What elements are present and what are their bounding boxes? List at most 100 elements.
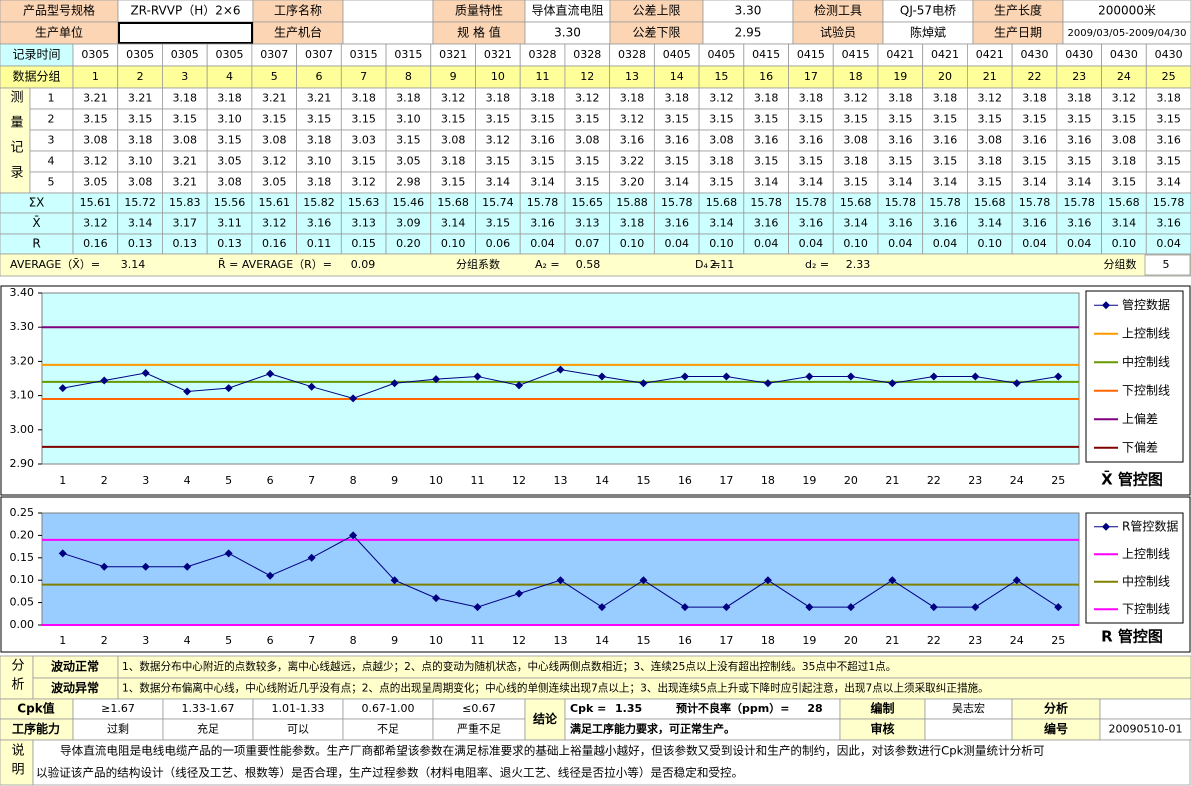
cell-text: 3.15 bbox=[575, 176, 600, 189]
cell-text: 15.74 bbox=[482, 196, 514, 209]
cell-text: 3.14 bbox=[1022, 176, 1047, 189]
value-cell bbox=[924, 718, 1013, 741]
cell-text: 3.14 bbox=[1112, 217, 1137, 230]
x-tick-label: 6 bbox=[267, 634, 274, 647]
x-tick-label: 11 bbox=[471, 474, 485, 487]
x-tick-label: 13 bbox=[554, 474, 568, 487]
summary-label: R̄ = AVERAGE（R）= bbox=[218, 258, 332, 271]
cell-text: 预计不良率（ppm）= bbox=[676, 701, 789, 715]
cell-text: 3.15 bbox=[843, 176, 868, 189]
cell-text: 3.12 bbox=[441, 92, 466, 105]
field-value: QJ-57电桥 bbox=[900, 4, 956, 18]
cell-text: Cpk = bbox=[570, 702, 606, 715]
cell-text: 4 bbox=[226, 70, 233, 83]
value-cell bbox=[342, 21, 434, 45]
cell-text: 3.15 bbox=[351, 155, 376, 168]
cell-text: 15.46 bbox=[393, 196, 425, 209]
x-tick-label: 18 bbox=[761, 474, 775, 487]
legend bbox=[1085, 290, 1184, 463]
x-tick-label: 2 bbox=[101, 474, 108, 487]
cell-text: 0.04 bbox=[888, 237, 913, 250]
data-point bbox=[846, 372, 855, 381]
x-tick-label: 17 bbox=[719, 474, 733, 487]
legend-label: 下控制线 bbox=[1122, 383, 1170, 397]
cell-text: 8 bbox=[405, 70, 412, 83]
cell-text: 3.14 bbox=[441, 217, 466, 230]
cell-text: 15.68 bbox=[974, 196, 1006, 209]
value-cell bbox=[342, 0, 434, 23]
data-point bbox=[224, 549, 233, 558]
y-tick-label: 0.05 bbox=[10, 596, 35, 609]
data-point bbox=[556, 365, 565, 374]
cell-text: 15.78 bbox=[795, 196, 827, 209]
cell-text: 3.09 bbox=[396, 217, 421, 230]
cell-text: 0307 bbox=[260, 48, 288, 61]
vertical-label: 分析 bbox=[9, 658, 25, 696]
cell-text: 3.21 bbox=[128, 92, 153, 105]
cell-text: 0305 bbox=[216, 48, 244, 61]
data-point bbox=[266, 369, 275, 378]
data-point bbox=[1054, 603, 1063, 612]
summary-label: d₂ = bbox=[805, 258, 829, 271]
cell-text: 3.15 bbox=[933, 113, 958, 126]
summary-label: A₂ = bbox=[535, 258, 560, 271]
cell-text: 3.15 bbox=[575, 113, 600, 126]
cell-text: 15.68 bbox=[1108, 196, 1140, 209]
y-tick-label: 3.20 bbox=[10, 354, 35, 367]
cell-text: 15.65 bbox=[572, 196, 604, 209]
x-tick-label: 5 bbox=[225, 474, 232, 487]
field-label: 质量特性 bbox=[455, 3, 503, 18]
cell-text: 0.67-1.00 bbox=[362, 702, 415, 715]
cell-text: 3.15 bbox=[1067, 113, 1092, 126]
cell-text: 3.15 bbox=[1156, 113, 1181, 126]
summary-label: 分组系数 bbox=[456, 257, 500, 271]
cell-text: 0.04 bbox=[1067, 237, 1092, 250]
cell-text: 0.16 bbox=[83, 237, 108, 250]
row-label-cell bbox=[524, 698, 566, 741]
x-tick-label: 7 bbox=[308, 634, 315, 647]
cell-text: 3.12 bbox=[709, 92, 734, 105]
cell-text: 3.12 bbox=[843, 92, 868, 105]
cell-text: 3.12 bbox=[351, 176, 376, 189]
cell-text: 15.78 bbox=[1019, 196, 1051, 209]
cell-text: 25 bbox=[1162, 70, 1176, 83]
cell-text: 21 bbox=[983, 70, 997, 83]
cell-text: 14 bbox=[670, 70, 684, 83]
y-tick-label: 0.15 bbox=[10, 551, 35, 564]
x-tick-label: 21 bbox=[885, 634, 899, 647]
cell-text: 3.18 bbox=[1022, 92, 1047, 105]
cell-text: 3.15 bbox=[1022, 155, 1047, 168]
data-point bbox=[473, 603, 482, 612]
x-tick-label: 14 bbox=[595, 474, 609, 487]
cell-text: 0328 bbox=[573, 48, 601, 61]
cell-text: 3.15 bbox=[530, 113, 555, 126]
cell-text: 3.12 bbox=[83, 155, 108, 168]
y-tick-label: 0.00 bbox=[10, 618, 35, 631]
cell-text: 3.15 bbox=[575, 155, 600, 168]
row-label-cell bbox=[0, 739, 34, 786]
field-value: 2.95 bbox=[735, 26, 762, 40]
cell-text: 3.12 bbox=[1112, 92, 1137, 105]
field-value: 3.30 bbox=[554, 26, 581, 40]
field-label: 生产机台 bbox=[274, 25, 322, 40]
cell-text: 3.16 bbox=[620, 134, 645, 147]
cell-text: 3.15 bbox=[217, 134, 242, 147]
cell-text: 过剩 bbox=[107, 723, 129, 736]
cell-text: 0.15 bbox=[351, 237, 376, 250]
cell-text: 0328 bbox=[618, 48, 646, 61]
cell-text: 0307 bbox=[305, 48, 333, 61]
x-tick-label: 4 bbox=[184, 634, 191, 647]
cell-text: 3.16 bbox=[1022, 134, 1047, 147]
cell-text: 3.18 bbox=[307, 176, 332, 189]
cell-text: 3.12 bbox=[575, 92, 600, 105]
legend-marker bbox=[1102, 522, 1110, 531]
cell-text: 0.20 bbox=[396, 237, 421, 250]
vertical-label: 测量记录 bbox=[8, 90, 24, 190]
cell-text: 0.04 bbox=[933, 237, 958, 250]
vertical-label: 说明 bbox=[9, 743, 25, 781]
cell-text: 3.18 bbox=[933, 92, 958, 105]
cell-text: 3.18 bbox=[620, 217, 645, 230]
row-label: 记录时间 bbox=[12, 48, 60, 62]
x-tick-label: 25 bbox=[1051, 474, 1065, 487]
field-label: 生产单位 bbox=[35, 25, 83, 40]
